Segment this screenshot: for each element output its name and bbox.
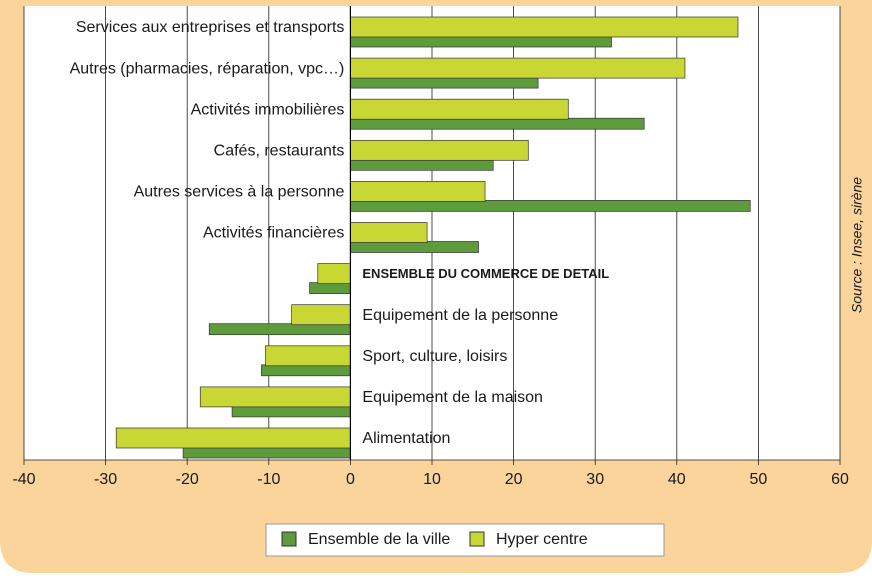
legend-label: Hyper centre [496,531,588,548]
bar [208,323,351,336]
x-tick-label: 10 [423,471,441,488]
x-tick-label: 30 [586,471,604,488]
bar [115,427,351,449]
legend-label: Ensemble de la ville [308,531,450,548]
bar [350,158,494,171]
bar [350,200,751,212]
category-label: Activités immobilières [191,101,345,118]
bar [199,386,351,408]
x-tick-label: 50 [750,471,768,488]
category-label: Autres services à la personne [134,184,345,201]
bar [350,16,739,38]
bar [309,282,351,294]
x-tick-label: -40 [12,471,35,488]
category-label: Autres (pharmacies, réparation, vpc…) [70,60,345,77]
bar [265,345,351,367]
category-label: Equipement de la maison [362,389,543,406]
bar [350,98,569,120]
category-label: Cafés, restaurants [214,143,345,160]
bar [350,35,612,48]
x-tick-label: -10 [257,471,280,488]
category-label: Activités financières [203,225,344,242]
bar [350,57,686,79]
x-tick-label: -30 [94,471,117,488]
x-tick-label: 20 [505,471,523,488]
legend-swatch [281,531,297,547]
bar [350,117,645,130]
bar [291,304,351,326]
x-tick-label: -20 [176,471,199,488]
x-tick-label: 40 [668,471,686,488]
category-label: Sport, culture, loisirs [362,348,507,365]
bar [350,222,428,243]
source-note: Source : Insee, sirène [849,177,865,313]
bar [350,139,529,161]
bar [350,76,539,89]
category-label: Services aux entreprises et transports [76,19,345,36]
bar [317,263,351,284]
bar [182,446,351,459]
x-tick-label: 0 [346,471,355,488]
bar [350,241,479,253]
bar [231,405,351,418]
category-label: ENSEMBLE DU COMMERCE DE DETAIL [362,266,609,281]
legend-box [265,523,665,557]
category-label: Alimentation [362,430,450,447]
bar [350,181,486,202]
legend-swatch [469,531,485,547]
bar [261,364,351,377]
category-label: Equipement de la personne [362,307,558,324]
x-tick-label: 60 [831,471,849,488]
